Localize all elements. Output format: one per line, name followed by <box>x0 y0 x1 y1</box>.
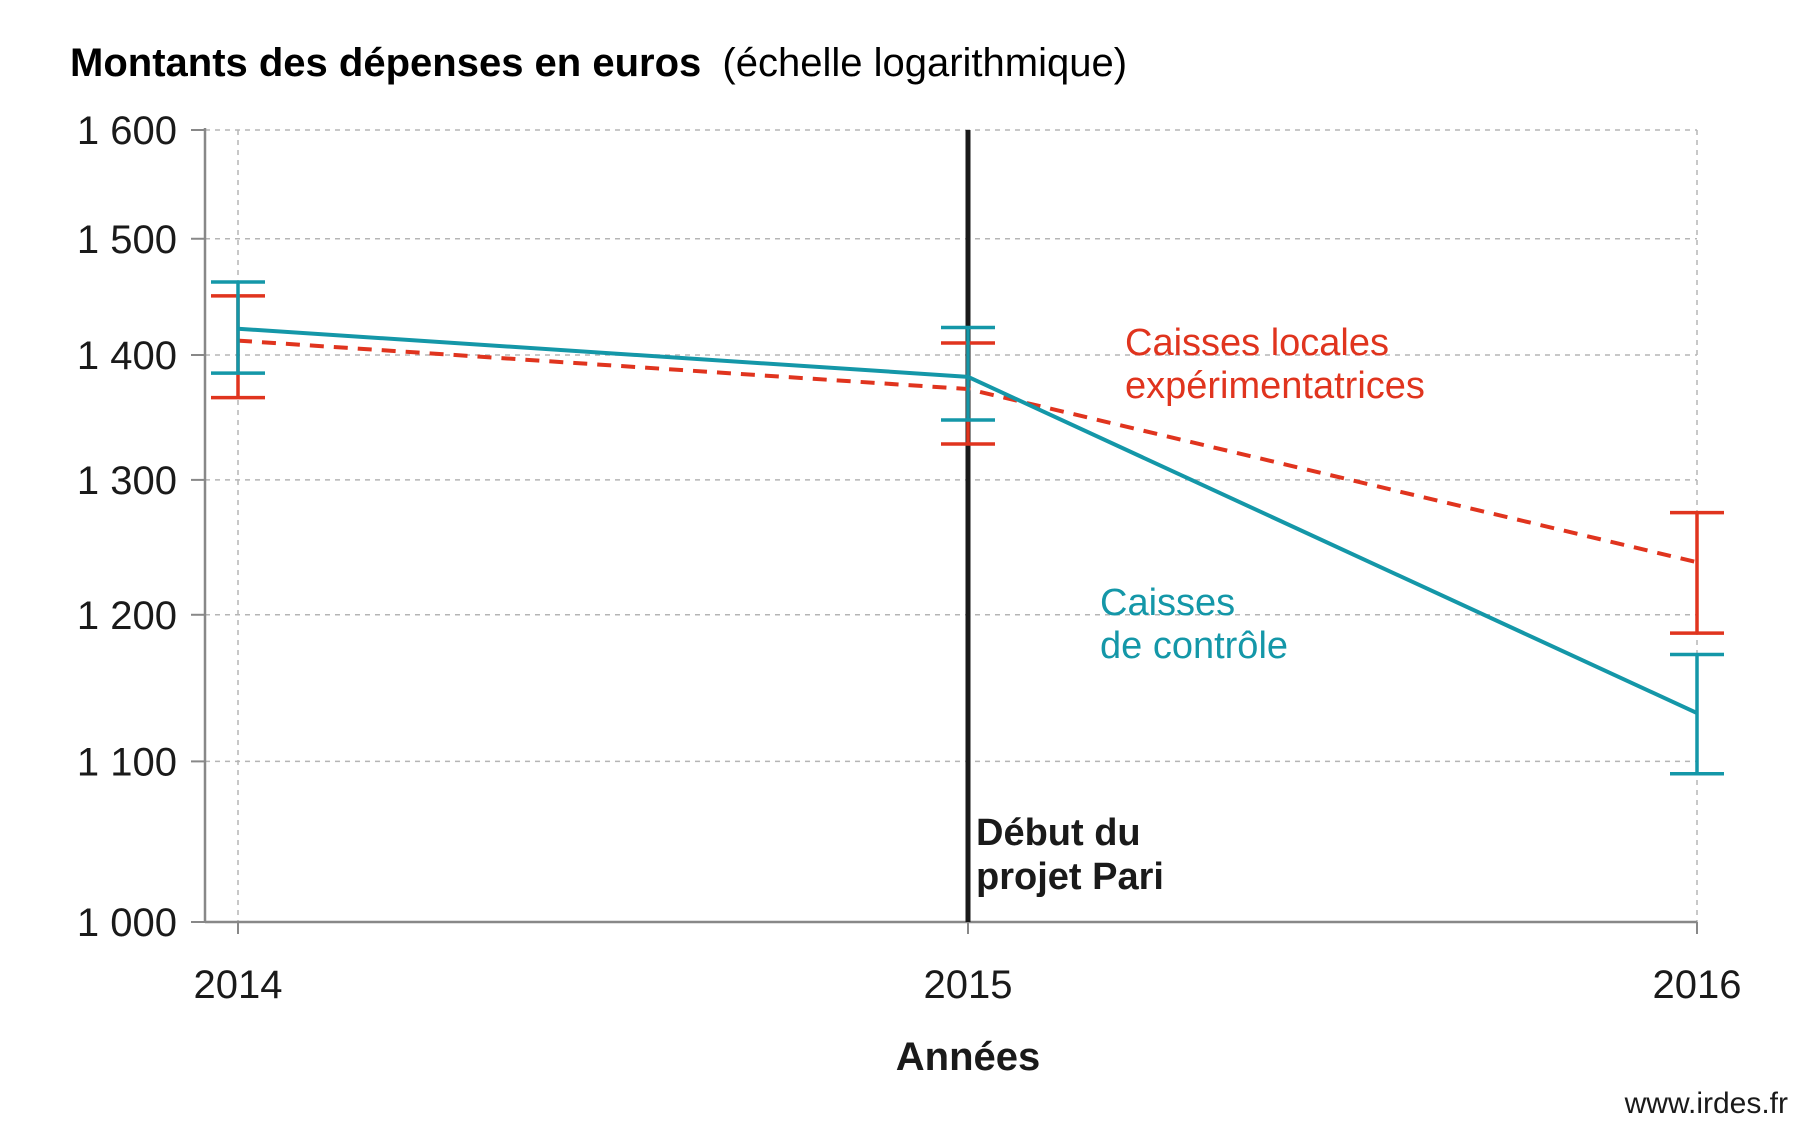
error-bar <box>941 325 995 422</box>
series-line <box>237 326 1698 715</box>
axes: 1 000 1 100 1 200 1 300 1 400 1 500 1 600 2014 2… <box>77 109 1742 1007</box>
series-labels: Caisses locales expérimentatrices Caisses d… <box>1100 322 1425 667</box>
y-tick-label: 1 300 <box>77 459 177 503</box>
grid <box>205 129 1698 922</box>
x-tick-label: 2016 <box>1653 963 1742 1007</box>
chart-title-main: Montants des dépenses en euros <box>70 41 701 85</box>
y-tick-label: 1 000 <box>77 901 177 945</box>
x-tick-label: 2015 <box>924 963 1013 1007</box>
series-label-line: Caisses locales <box>1125 322 1389 364</box>
error-bar <box>1670 510 1724 635</box>
series-label-line: expérimentatrices <box>1125 365 1425 407</box>
source-credit: www.irdes.fr <box>1624 1087 1788 1120</box>
y-tick-label: 1 500 <box>77 218 177 262</box>
event-label-line: projet Pari <box>976 856 1164 898</box>
series-label-line: de contrôle <box>1100 625 1288 667</box>
y-tick-label: 1 100 <box>77 740 177 784</box>
x-tick-label: 2014 <box>194 963 283 1007</box>
series-group <box>211 280 1724 776</box>
series-label: Caisses locales expérimentatrices <box>1125 322 1425 407</box>
series-label: Caisses de contrôle <box>1100 582 1288 667</box>
x-axis-title: Années <box>896 1035 1041 1079</box>
error-bar <box>1670 652 1724 776</box>
error-bar <box>211 280 265 375</box>
event-marker: Début du projet Pari <box>965 130 1164 922</box>
chart-title: Montants des dépenses en euros (échelle … <box>70 41 1127 85</box>
event-label-line: Début du <box>976 812 1141 854</box>
y-tick-label: 1 400 <box>77 334 177 378</box>
series-label-line: Caisses <box>1100 582 1235 624</box>
event-label: Début du projet Pari <box>976 812 1164 898</box>
series-control <box>211 280 1724 776</box>
chart-title-note: (échelle logarithmique) <box>722 41 1127 85</box>
y-tick-label: 1 200 <box>77 594 177 638</box>
y-tick-label: 1 600 <box>77 109 177 153</box>
